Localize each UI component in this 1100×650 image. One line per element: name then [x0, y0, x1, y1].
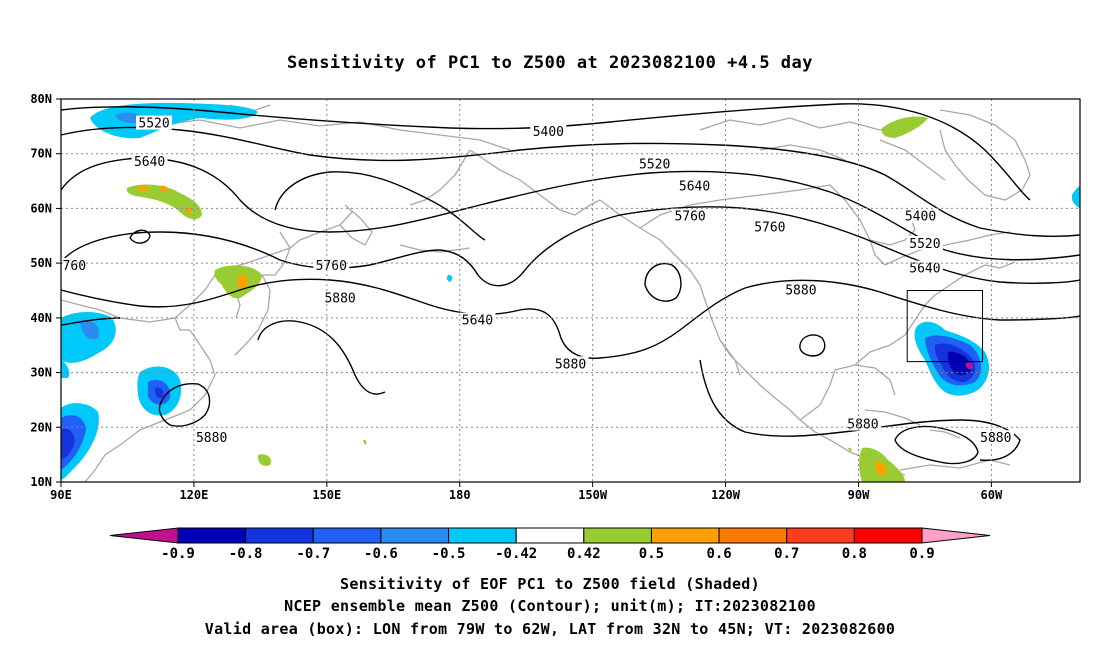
colorbar-label: 0.42: [567, 546, 601, 562]
lat-tick-label: 70N: [30, 147, 52, 161]
colorbar-segment: [718, 527, 788, 544]
contour-label-bg: [322, 290, 359, 305]
colorbar-label: -0.7: [296, 546, 330, 562]
map-panel: 5520 5640 5400 5520 5640 5760 5760 5400 5520 5640…: [30, 92, 1081, 502]
contour-label: 760: [63, 259, 86, 274]
lon-tick-label: 90E: [50, 488, 72, 502]
contour-label: 5760: [316, 259, 347, 274]
contour-label-bg: [902, 208, 939, 223]
contour-label: 5760: [674, 210, 705, 225]
contour-label-bg: [136, 115, 173, 130]
lon-tick-label: 90W: [848, 488, 870, 502]
contour-label: 5880: [324, 292, 355, 307]
colorbar-segment: [245, 527, 314, 544]
colorbar-segment: [177, 527, 247, 544]
contour-label-bg: [782, 282, 819, 297]
contour-label: 5520: [138, 117, 169, 132]
contour-label: 5880: [847, 418, 878, 433]
contour-label: 5400: [905, 210, 936, 225]
contour-label: 5520: [639, 158, 670, 173]
contour-label: 5400: [533, 125, 564, 140]
z500-contours: [61, 103, 1080, 465]
lat-tick-label: 20N: [30, 420, 52, 434]
colorbar-segment: [583, 527, 652, 544]
colorbar-segment: [515, 527, 585, 544]
latitude-axis: 80N 70N 60N 50N 40N 30N 20N 10N: [30, 92, 61, 489]
contour-label-bg: [751, 219, 788, 234]
colorbar-label: -0.6: [364, 546, 398, 562]
contour-label-bg: [530, 123, 567, 138]
colorbar-high-triangle: [921, 527, 991, 544]
lon-tick-label: 60W: [981, 488, 1003, 502]
colorbar-label: -0.9: [161, 546, 195, 562]
contour-label: 5880: [196, 431, 227, 446]
lon-tick-label: 180: [449, 488, 471, 502]
contour-label-bg: [906, 260, 943, 275]
longitude-axis: 90E 120E 150E 180 150W 120W 90W 60W: [50, 482, 1003, 502]
colorbar-segment: [650, 527, 720, 544]
contour-label-bg: [193, 430, 230, 445]
colorbar-segment: [312, 527, 382, 544]
lat-tick-label: 60N: [30, 201, 52, 215]
contour-label-bg: [636, 156, 673, 171]
contour-label-bg: [313, 257, 350, 272]
colorbar-label: -0.5: [432, 546, 466, 562]
colorbar-segment: [380, 527, 450, 544]
lon-tick-label: 120E: [179, 488, 208, 502]
contour-label-bg: [131, 153, 168, 168]
map-title: Sensitivity of PC1 to Z500 at 2023082100…: [287, 53, 813, 73]
contour-label-bg: [676, 178, 713, 193]
colorbar-segment: [448, 527, 517, 544]
lat-tick-label: 50N: [30, 256, 52, 270]
caption-line-3: Valid area (box): LON from 79W to 62W, L…: [205, 620, 895, 638]
lon-tick-label: 120W: [711, 488, 741, 502]
map-frame: [60, 98, 1081, 483]
colorbar-segment: [853, 527, 923, 544]
colorbar-low-triangle: [109, 527, 179, 544]
colorbar-label: 0.8: [842, 546, 867, 562]
contour-label: 5640: [909, 262, 940, 277]
contour-label: 5880: [555, 357, 586, 372]
caption-line-1: Sensitivity of EOF PC1 to Z500 field (Sh…: [340, 575, 760, 593]
valid-area-box: [906, 290, 984, 363]
colorbar-segment: [786, 527, 855, 544]
colorbar-label: -0.42: [495, 546, 537, 562]
lon-tick-label: 150W: [578, 488, 608, 502]
contour-label: 5880: [980, 431, 1011, 446]
colorbar-label: 0.6: [706, 546, 731, 562]
colorbar: -0.9 -0.8 -0.7 -0.6 -0.5 -0.42 0.42 0.5 0.6 0.7 0.…: [109, 527, 991, 562]
contour-label: 5880: [785, 284, 816, 299]
lon-tick-label: 150E: [312, 488, 341, 502]
contour-label-bg: [977, 430, 1014, 445]
contour-label: 5520: [909, 237, 940, 252]
lat-tick-label: 30N: [30, 366, 52, 380]
contour-label-bg: [459, 312, 496, 327]
colorbar-label: 0.9: [909, 546, 934, 562]
lat-lon-grid: [61, 99, 1080, 482]
contour-labels: 5520 5640 5400 5520 5640 5760 5760 5400 5520 5640…: [61, 115, 1014, 446]
contour-label-bg: [672, 208, 709, 223]
colorbar-label: 0.7: [774, 546, 799, 562]
colorbar-label: -0.8: [229, 546, 263, 562]
contour-label: 5640: [134, 155, 165, 170]
lat-tick-label: 40N: [30, 311, 52, 325]
lat-tick-label: 80N: [30, 92, 52, 106]
contour-label: 5760: [754, 221, 785, 236]
lat-tick-label: 10N: [30, 475, 52, 489]
contour-label: 5640: [462, 314, 493, 329]
contour-label-bg: [552, 356, 589, 371]
contour-label-bg: [61, 257, 89, 272]
contour-label-bg: [906, 235, 943, 250]
caption-line-2: NCEP ensemble mean Z500 (Contour); unit(…: [284, 597, 816, 615]
contour-label: 5640: [679, 180, 710, 195]
colorbar-label: 0.5: [639, 546, 664, 562]
